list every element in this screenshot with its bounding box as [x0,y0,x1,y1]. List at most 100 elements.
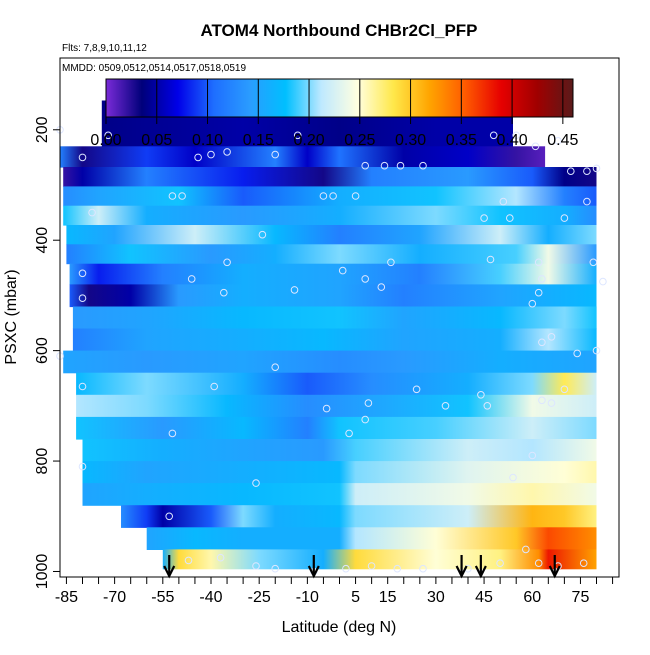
sample-point [184,556,193,565]
colorbar-tick-label: 0.35 [446,132,477,149]
sample-point [194,153,202,162]
y-tick-label: 1000 [34,554,51,590]
sample-point [441,402,450,410]
sample-point [351,192,360,200]
sample-point [393,564,402,573]
colorbar-tick-label: 0.45 [547,132,578,149]
x-axis-label: Latitude (deg N) [282,619,397,636]
sample-point [534,258,543,267]
sample-point [496,559,504,568]
y-axis: 200 400 600 800 1000 [34,116,60,589]
sample-point [538,396,546,405]
sample-point [396,161,405,170]
sample-point [592,346,601,355]
heat-layer [63,205,597,226]
sample-point [361,415,370,424]
sample-point [583,197,591,206]
arrow-marker [163,555,176,579]
sample-point [583,167,591,175]
heat-layer [146,527,597,550]
sample-point [377,283,386,291]
sample-point [78,462,87,471]
sample-point [579,559,588,568]
colorbar-tick-label: 0.40 [497,132,528,149]
sample-point [531,142,540,151]
heatmap-layers [60,100,597,570]
sample-point [345,429,353,438]
colorbar-tick-label: 0.25 [344,132,375,149]
arrow-marker [307,555,320,579]
y-tick-label: 200 [34,116,51,143]
y-tick-label: 800 [34,448,51,475]
sample-point [207,150,215,159]
sample-point [178,192,186,200]
sample-point [380,161,389,170]
sample-point [290,286,299,294]
sample-point [223,258,231,267]
colorbar-gradient [105,78,574,118]
sample-point [499,197,508,206]
sample-point [477,391,485,399]
sample-point [361,161,370,170]
sample-point [412,385,421,394]
heat-layer [66,244,597,265]
heat-layer [76,394,597,418]
sample-point [78,153,87,162]
colorbar-tick-label: 0.20 [293,132,324,149]
sample-point [489,131,498,140]
sample-point [361,275,370,283]
heat-layer [82,483,597,506]
sample-point [210,382,218,391]
colorbar: 0.00 0.05 0.10 0.15 0.20 0.25 0.30 0.35 0.40 0.45 [90,78,579,149]
sample-point [187,275,196,283]
colorbar-tick-label: 0.15 [243,132,274,149]
sample-point [78,294,87,303]
sample-point [271,150,280,159]
chart-title: ATOM4 Northbound CHBr2Cl_PFP [200,21,477,40]
sample-point [78,382,87,391]
colorbar-tick-label: 0.10 [192,132,223,149]
heat-layer [82,461,597,484]
x-tick-label: 45 [475,589,493,606]
sample-point [252,479,260,487]
y-axis-label: PSXC (mbar) [3,269,20,364]
arrow-markers [163,555,561,579]
sample-point [592,164,601,173]
sample-point [88,208,96,217]
x-tick-label: 75 [572,589,590,606]
sample-point [538,338,546,347]
sample-point [506,214,514,222]
heat-layer [72,306,597,330]
x-tick-label: 5 [351,589,360,606]
heat-layer [63,350,597,374]
heat-layer [121,505,597,528]
sample-point [387,258,395,267]
sample-point [168,192,177,200]
sample-point [486,255,495,264]
heat-layer [69,263,597,285]
x-tick-label: -40 [199,589,222,606]
sample-point [322,404,331,413]
heat-layer [162,549,597,570]
x-tick-label: -55 [151,589,174,606]
sample-point [329,192,337,200]
sample-point [338,266,347,275]
heat-layer [69,284,597,308]
sample-point [560,385,569,394]
arrow-marker [455,555,468,579]
flights-note: Flts: 7,8,9,10,11,12 [62,43,147,54]
sample-point [483,402,492,410]
x-axis: -85 -70 -55 -40 -25 -10 5 15 30 45 60 75 [55,577,614,606]
dates-note: MMDD: 0509,0512,0514,0517,0518,0519 [62,63,246,74]
sample-point [573,349,582,358]
x-tick-label: -70 [103,589,126,606]
sample-point [509,473,517,482]
heat-layer [76,372,597,396]
sample-point [252,562,260,570]
sample-point [480,214,488,222]
sample-point [168,429,177,438]
sample-point [522,545,530,554]
sample-point [367,562,376,570]
